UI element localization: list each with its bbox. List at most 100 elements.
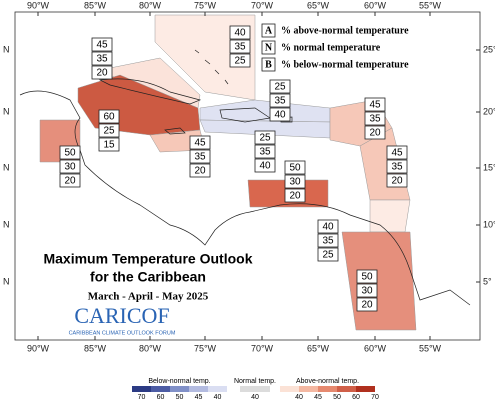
- prob-value: 35: [391, 162, 403, 173]
- season: March - April - May 2025: [88, 291, 209, 303]
- prob-box: [189, 163, 211, 178]
- lat-tick-label: N: [3, 106, 10, 116]
- prob-box: [229, 25, 251, 40]
- prob-value: 45: [194, 138, 206, 149]
- prob-value: 30: [361, 286, 373, 297]
- prob-value: 15: [103, 140, 115, 151]
- prob-box: [98, 123, 120, 138]
- prob-box: [356, 297, 378, 312]
- lon-tick-label: 55°W: [419, 0, 442, 10]
- lat-tick-label: 10°: [483, 219, 495, 229]
- colorbar-swatch: [299, 386, 318, 392]
- title: for the Caribbean: [90, 269, 206, 285]
- prob-box: [284, 188, 306, 203]
- lat-tick-label: N: [3, 219, 10, 229]
- prob-value: 35: [274, 96, 286, 107]
- prob-value: 50: [64, 148, 76, 159]
- lon-tick-label: 80°W: [139, 0, 162, 10]
- prob-value: 40: [259, 161, 271, 172]
- prob-value: 35: [96, 54, 108, 65]
- prob-box: [364, 97, 386, 112]
- prob-box: [317, 247, 339, 262]
- prob-box: [189, 135, 211, 150]
- coastlines: [19, 49, 471, 306]
- prob-box: [284, 174, 306, 189]
- legend-key: B: [265, 59, 272, 70]
- lon-tick-label: 65°W: [307, 0, 330, 10]
- prob-box: [386, 173, 408, 188]
- lat-tick-label: 15°: [483, 162, 495, 172]
- prob-value: 40: [234, 28, 246, 39]
- prob-box: [91, 37, 113, 52]
- colorbar-swatch: [151, 386, 170, 392]
- lat-tick-label: 5°: [483, 276, 492, 286]
- prob-value: 25: [234, 56, 246, 67]
- lon-tick-label: 70°W: [251, 343, 274, 353]
- prob-box: [364, 125, 386, 140]
- legend-key-box: [261, 57, 276, 72]
- colorbar-swatch: [189, 386, 208, 392]
- prob-box: [284, 160, 306, 175]
- colorbar-tick: 40: [214, 394, 222, 400]
- lon-tick-label: 75°W: [194, 343, 217, 353]
- prob-box: [91, 51, 113, 66]
- colorbar-tick: 50: [176, 394, 184, 400]
- prob-value: 45: [391, 148, 403, 159]
- lon-tick-label: 60°W: [364, 343, 387, 353]
- prob-box: [98, 137, 120, 152]
- colorbar-tick: 60: [352, 394, 360, 400]
- prob-box: [386, 145, 408, 160]
- colorbar: Below-normal temp. 70 60 50 45 40 Normal temp.…: [132, 378, 379, 401]
- prob-value: 25: [274, 82, 286, 93]
- prob-value: 35: [369, 114, 381, 125]
- prob-box: [59, 159, 81, 174]
- lat-tick-label: 25°: [483, 44, 495, 54]
- prob-value: 30: [289, 177, 301, 188]
- lon-tick-label: 75°W: [194, 0, 217, 10]
- legend-text: % normal temperature: [281, 42, 381, 53]
- prob-value: 40: [322, 222, 334, 233]
- prob-value: 35: [194, 152, 206, 163]
- prob-value: 60: [103, 112, 115, 123]
- prob-box: [254, 144, 276, 159]
- region: [369, 199, 411, 233]
- colorbar-tick: 50: [333, 394, 341, 400]
- prob-box: [59, 145, 81, 160]
- legend-text: % above-normal temperature: [281, 25, 409, 36]
- coastline: [194, 49, 229, 85]
- colorbar-swatch: [356, 386, 375, 392]
- legend-key-box: [261, 23, 276, 38]
- prob-box: [269, 93, 291, 108]
- prob-box: [269, 79, 291, 94]
- lon-tick-label: 80°W: [139, 343, 162, 353]
- colorbar-tick: 45: [314, 394, 322, 400]
- prob-box: [356, 283, 378, 298]
- lon-tick-label: 65°W: [307, 343, 330, 353]
- prob-value: 20: [96, 68, 108, 79]
- lon-tick-label: 90°W: [27, 0, 50, 10]
- colorbar-swatch: [318, 386, 337, 392]
- prob-value: 30: [64, 162, 76, 173]
- coastline: [19, 90, 471, 306]
- colorbar-tick: 45: [195, 394, 203, 400]
- prob-value: 35: [234, 42, 246, 53]
- lon-tick-label: 85°W: [84, 0, 107, 10]
- colorbar-swatch: [170, 386, 189, 392]
- legend-key-box: [261, 40, 276, 55]
- prob-box: [269, 107, 291, 122]
- lon-tick-label: 60°W: [364, 0, 387, 10]
- prob-box: [317, 219, 339, 234]
- prob-value: 35: [322, 236, 334, 247]
- coastline: [219, 107, 271, 123]
- colorbar-tick: 70: [138, 394, 146, 400]
- ticks: 90°W 90°W 85°W 85°W 80°W 80°W 75°W 75°W 70°W 70°W…: [3, 0, 495, 353]
- prob-value: 50: [289, 163, 301, 174]
- prob-value: 25: [322, 250, 334, 261]
- prob-value: 35: [259, 147, 271, 158]
- lat-tick-label: N: [3, 162, 10, 172]
- prob-box: [98, 109, 120, 124]
- prob-box: [229, 39, 251, 54]
- prob-value: 20: [391, 176, 403, 187]
- colorbar-swatch: [240, 386, 270, 392]
